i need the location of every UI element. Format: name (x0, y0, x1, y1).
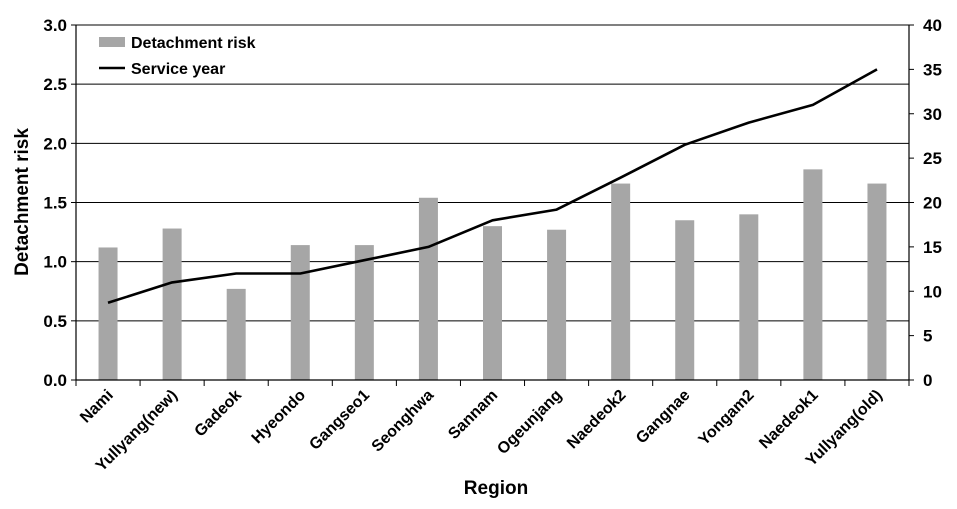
y2-tick-label: 15 (923, 238, 942, 257)
bar (226, 288, 246, 380)
legend-label-detachment-risk: Detachment risk (131, 35, 256, 52)
y-axis-title: Detachment risk (12, 128, 33, 276)
legend-label-service-year: Service year (131, 61, 225, 78)
bar (611, 183, 631, 380)
category-label: Naedeok2 (564, 387, 630, 453)
bar (675, 220, 695, 380)
line-series-service-year (107, 68, 878, 305)
bar (290, 245, 310, 380)
bar (483, 226, 502, 380)
category-label: Naedeok1 (756, 387, 822, 453)
right-axis-ticks: 0 5 10 15 20 25 30 35 40 (909, 16, 942, 390)
category-label: Ogeunjang (494, 387, 565, 458)
y2-tick-label: 20 (923, 194, 942, 213)
category-label: Gangnae (633, 387, 694, 448)
category-label: Gangseo1 (306, 387, 373, 454)
y-tick-label: 2.0 (43, 134, 67, 153)
legend: Detachment risk Service year (99, 35, 256, 78)
service-year-line (107, 68, 878, 305)
y2-tick-label: 10 (923, 282, 942, 301)
y-tick-label: 1.5 (43, 194, 67, 213)
y2-tick-label: 0 (923, 371, 932, 390)
y-tick-label: 0.0 (43, 371, 67, 390)
bar (162, 228, 182, 380)
y2-tick-label: 40 (923, 16, 942, 35)
bar (98, 247, 118, 380)
category-label: Hyeondo (249, 387, 310, 448)
bar (354, 245, 374, 380)
x-axis-title: Region (464, 478, 528, 499)
y2-tick-label: 35 (923, 60, 942, 79)
y-tick-label: 3.0 (43, 16, 67, 35)
bar (867, 183, 887, 380)
bar (418, 197, 438, 380)
y2-tick-label: 30 (923, 105, 942, 124)
y-tick-label: 1.0 (43, 253, 67, 272)
category-label: Seonghwa (369, 387, 438, 456)
y2-tick-label: 5 (923, 327, 932, 346)
bar (803, 169, 823, 380)
category-label: Nami (77, 387, 117, 427)
bar-series-detachment-risk (98, 169, 887, 380)
left-axis-ticks: 0.0 0.5 1.0 1.5 2.0 2.5 3.0 (43, 16, 76, 390)
category-label: Sannam (445, 387, 501, 443)
legend-swatch-detachment-risk (99, 37, 125, 47)
bar (739, 214, 759, 380)
y-tick-label: 2.5 (43, 75, 67, 94)
category-label: Gadeok (192, 387, 246, 441)
bar (547, 229, 567, 380)
y2-tick-label: 25 (923, 149, 942, 168)
category-label: Yongam2 (696, 387, 758, 449)
y-tick-label: 0.5 (43, 312, 67, 331)
